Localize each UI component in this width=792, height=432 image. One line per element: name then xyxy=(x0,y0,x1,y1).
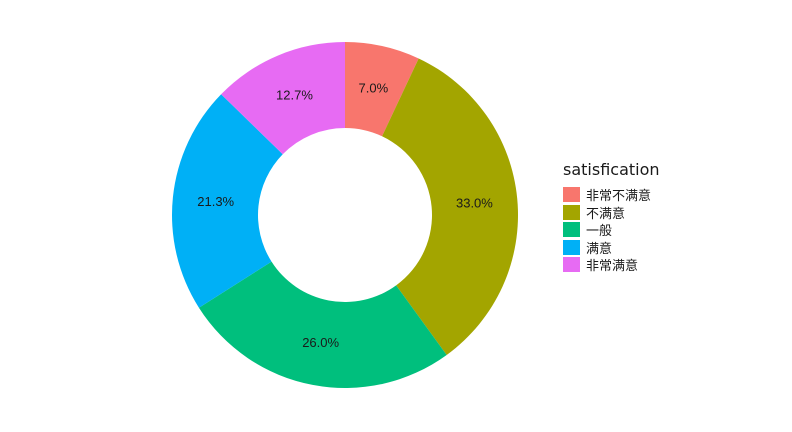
slice-percent-label-4: 21.3% xyxy=(197,194,234,209)
legend-label: 一般 xyxy=(586,224,613,240)
legend-key-swatch xyxy=(563,222,580,238)
donut-slice-4 xyxy=(172,94,283,308)
legend-label: 非常不满意 xyxy=(586,189,652,205)
legend-key-swatch xyxy=(563,204,580,220)
legend-item-5: 非常满意 xyxy=(563,256,660,274)
donut-slice-5 xyxy=(221,42,345,155)
legend-title: satisfication xyxy=(563,160,660,179)
donut-slice-3 xyxy=(198,261,447,388)
legend-key-swatch xyxy=(563,257,580,273)
slice-percent-label-2: 33.0% xyxy=(456,195,493,210)
labels-group: 7.0% 33.0% 26.0% 21.3% 12.7% xyxy=(197,81,493,351)
legend-item-4: 满意 xyxy=(563,239,660,257)
legend-item-3: 一般 xyxy=(563,221,660,239)
slice-percent-label-3: 26.0% xyxy=(302,335,339,350)
slice-percent-label-1: 7.0% xyxy=(359,81,389,96)
legend-key-swatch xyxy=(563,239,580,255)
legend-label: 满意 xyxy=(586,241,613,257)
donut-slice-2 xyxy=(382,58,518,355)
legend-item-2: 不满意 xyxy=(563,204,660,222)
legend-label: 不满意 xyxy=(586,206,626,222)
legend-label: 非常满意 xyxy=(586,259,639,275)
legend-key-swatch xyxy=(563,187,580,203)
legend: satisfication 非常不满意 不满意一般 满意非常满意 xyxy=(563,160,660,274)
slices-group xyxy=(172,42,518,388)
slice-percent-label-5: 12.7% xyxy=(276,88,313,103)
legend-items: 非常不满意 不满意一般 满意非常满意 xyxy=(563,186,660,274)
donut-slice-1 xyxy=(345,42,419,137)
legend-item-1: 非常不满意 xyxy=(563,186,660,204)
